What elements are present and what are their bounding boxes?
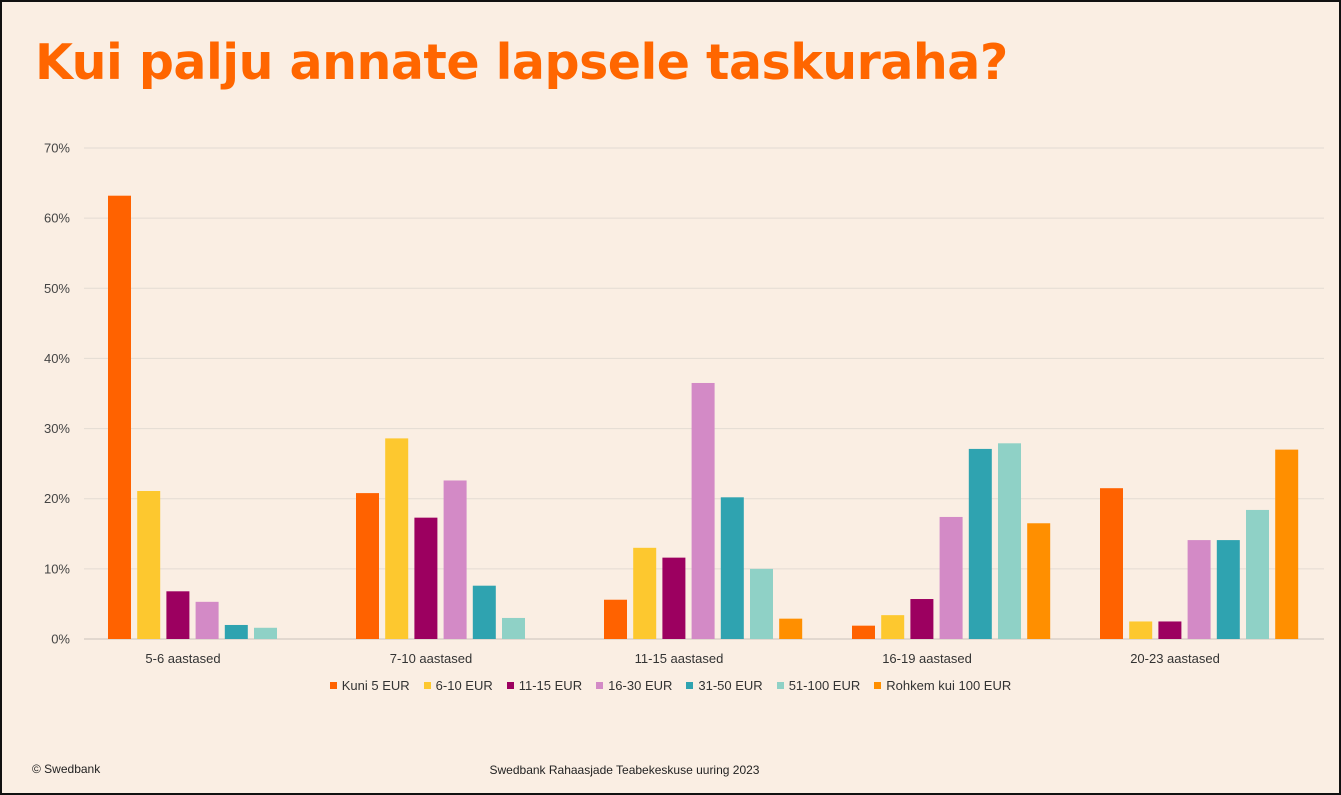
legend-label: 31-50 EUR: [698, 678, 763, 693]
y-tick-label: 50%: [44, 281, 70, 296]
bar: [195, 601, 219, 639]
y-tick-label: 20%: [44, 491, 70, 506]
legend-swatch: [329, 682, 337, 689]
bar: [750, 568, 773, 639]
bar: [414, 517, 438, 639]
bar: [720, 497, 744, 639]
legend-label: Kuni 5 EUR: [341, 678, 410, 693]
bar: [1216, 540, 1240, 639]
x-tick-label: 11-15 aastased: [635, 651, 724, 666]
bar: [502, 617, 525, 639]
y-tick-label: 30%: [44, 421, 70, 436]
legend-label: Rohkem kui 100 EUR: [886, 678, 1012, 693]
bar: [662, 557, 686, 639]
bar: [254, 627, 277, 639]
bar: [939, 516, 963, 639]
bar: [998, 443, 1021, 639]
legend-item: 11-15 EUR: [506, 678, 583, 693]
page-title: Kui palju annate lapsele taskuraha?: [35, 34, 1008, 91]
bar: [604, 599, 627, 639]
legend-item: 6-10 EUR: [423, 678, 493, 693]
x-tick-label: 7-10 aastased: [390, 651, 472, 666]
legend-swatch: [776, 682, 784, 689]
bar: [472, 585, 496, 639]
legend-item: 51-100 EUR: [776, 678, 861, 693]
bar: [137, 490, 161, 639]
bar: [356, 493, 379, 639]
copyright-text: © Swedbank: [32, 762, 101, 776]
legend-swatch: [423, 682, 431, 689]
bar: [108, 195, 131, 639]
bar: [1275, 449, 1299, 639]
legend-swatch: [874, 682, 882, 689]
legend-swatch: [596, 682, 604, 689]
bar: [691, 382, 715, 639]
bar: [1246, 509, 1269, 639]
bar: [1129, 621, 1153, 639]
legend-item: 16-30 EUR: [596, 678, 672, 693]
x-tick-label: 20-23 aastased: [1130, 651, 1220, 666]
y-tick-label: 0%: [51, 632, 70, 647]
legend-item: 31-50 EUR: [686, 678, 763, 693]
y-tick-label: 40%: [44, 351, 70, 366]
legend-label: 6-10 EUR: [435, 678, 493, 693]
bar: [166, 591, 190, 639]
bar: [779, 618, 803, 639]
source-text: Swedbank Rahaasjade Teabekeskuse uuring …: [489, 763, 760, 777]
y-tick-label: 70%: [44, 141, 70, 156]
bar: [1100, 488, 1123, 639]
legend-swatch: [506, 682, 514, 689]
x-tick-label: 16-19 aastased: [882, 651, 972, 666]
legend-item: Kuni 5 EUR: [329, 678, 410, 693]
y-tick-label: 60%: [44, 211, 70, 226]
bar: [968, 448, 992, 639]
bar: [1158, 621, 1182, 639]
y-tick-label: 10%: [44, 561, 70, 576]
bar: [852, 625, 875, 639]
bar: [385, 438, 409, 639]
bar: [1187, 540, 1211, 639]
bar: [443, 480, 467, 639]
bar: [910, 599, 934, 639]
bar: [224, 624, 248, 639]
bar: [633, 547, 657, 639]
bar-chart: 0% 10% 20% 30% 40% 50% 60% 70% 5-6 aastased 7-10 …: [44, 141, 1324, 666]
bar: [1027, 523, 1051, 639]
bar: [881, 615, 905, 639]
legend-label: 11-15 EUR: [518, 678, 583, 693]
legend-item: Rohkem kui 100 EUR: [874, 678, 1011, 693]
legend-label: 16-30 EUR: [608, 678, 673, 693]
legend-swatch: [686, 682, 694, 689]
legend-label: 51-100 EUR: [788, 678, 861, 693]
legend: Kuni 5 EUR 6-10 EUR 11-15 EUR 16-30 EUR 31-5…: [2, 678, 1339, 693]
x-tick-label: 5-6 aastased: [145, 651, 220, 666]
